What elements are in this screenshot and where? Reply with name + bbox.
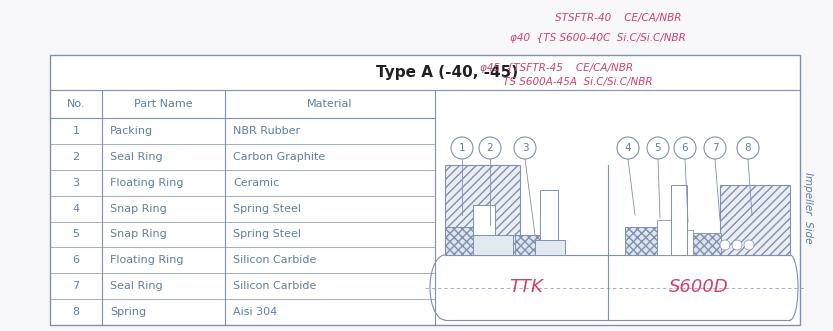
Text: 2: 2 [486,143,493,153]
Bar [535,240,565,255]
Text: φ40  {TS S600-40C  Si.C/Si.C/NBR: φ40 {TS S600-40C Si.C/Si.C/NBR [510,33,686,43]
Circle shape [732,240,742,250]
Bar [50,55,800,325]
Text: Material: Material [307,99,352,109]
Bar [625,227,657,255]
Text: 4: 4 [625,143,631,153]
Text: Snap Ring: Snap Ring [110,204,167,213]
Text: Carbon Graphite: Carbon Graphite [233,152,325,162]
Circle shape [451,137,473,159]
Text: 7: 7 [72,281,80,291]
Text: φ45  {TSFTR-45    CE/CA/NBR: φ45 {TSFTR-45 CE/CA/NBR [480,63,633,73]
Bar [693,233,721,255]
Circle shape [514,137,536,159]
Text: 3: 3 [521,143,528,153]
Bar [720,185,790,255]
Bar [671,185,687,255]
Text: 4: 4 [72,204,80,213]
Text: Floating Ring: Floating Ring [110,178,183,188]
Bar [473,205,495,255]
Circle shape [704,137,726,159]
Bar [675,230,693,255]
Text: Spring Steel: Spring Steel [233,204,301,213]
Text: 7: 7 [711,143,718,153]
Circle shape [674,137,696,159]
Text: Spring: Spring [110,307,146,317]
Bar [445,227,475,255]
Bar [473,235,513,255]
Circle shape [737,137,759,159]
Text: 8: 8 [72,307,80,317]
Text: 1: 1 [459,143,466,153]
Text: TTK: TTK [510,278,543,297]
Text: Seal Ring: Seal Ring [110,281,162,291]
Text: 2: 2 [72,152,80,162]
Text: Impeller  Side: Impeller Side [803,172,813,243]
Bar [515,235,543,255]
Text: No.: No. [67,99,85,109]
Text: 1: 1 [72,126,79,136]
Text: 5: 5 [655,143,661,153]
Text: TS S600A-45A  Si.C/Si.C/NBR: TS S600A-45A Si.C/Si.C/NBR [503,77,652,87]
Text: Type A (-40, -45): Type A (-40, -45) [377,65,519,80]
Circle shape [720,240,730,250]
Text: Silicon Carbide: Silicon Carbide [233,255,317,265]
Text: Snap Ring: Snap Ring [110,229,167,239]
Circle shape [744,240,754,250]
Text: 6: 6 [681,143,688,153]
Circle shape [647,137,669,159]
Circle shape [479,137,501,159]
Text: NBR Rubber: NBR Rubber [233,126,300,136]
Text: Floating Ring: Floating Ring [110,255,183,265]
Bar [445,165,520,255]
Text: Silicon Carbide: Silicon Carbide [233,281,317,291]
Text: Seal Ring: Seal Ring [110,152,162,162]
Text: Ceramic: Ceramic [233,178,279,188]
Text: Packing: Packing [110,126,153,136]
Text: 5: 5 [72,229,79,239]
Text: 6: 6 [72,255,79,265]
Bar [657,220,677,255]
Bar [540,190,558,255]
Text: Part Name: Part Name [134,99,192,109]
Text: S600D: S600D [669,278,729,297]
Circle shape [617,137,639,159]
Text: 3: 3 [72,178,79,188]
Text: Spring Steel: Spring Steel [233,229,301,239]
Text: Aisi 304: Aisi 304 [233,307,277,317]
Text: 8: 8 [745,143,751,153]
Text: STSFTR-40    CE/CA/NBR: STSFTR-40 CE/CA/NBR [555,13,681,23]
